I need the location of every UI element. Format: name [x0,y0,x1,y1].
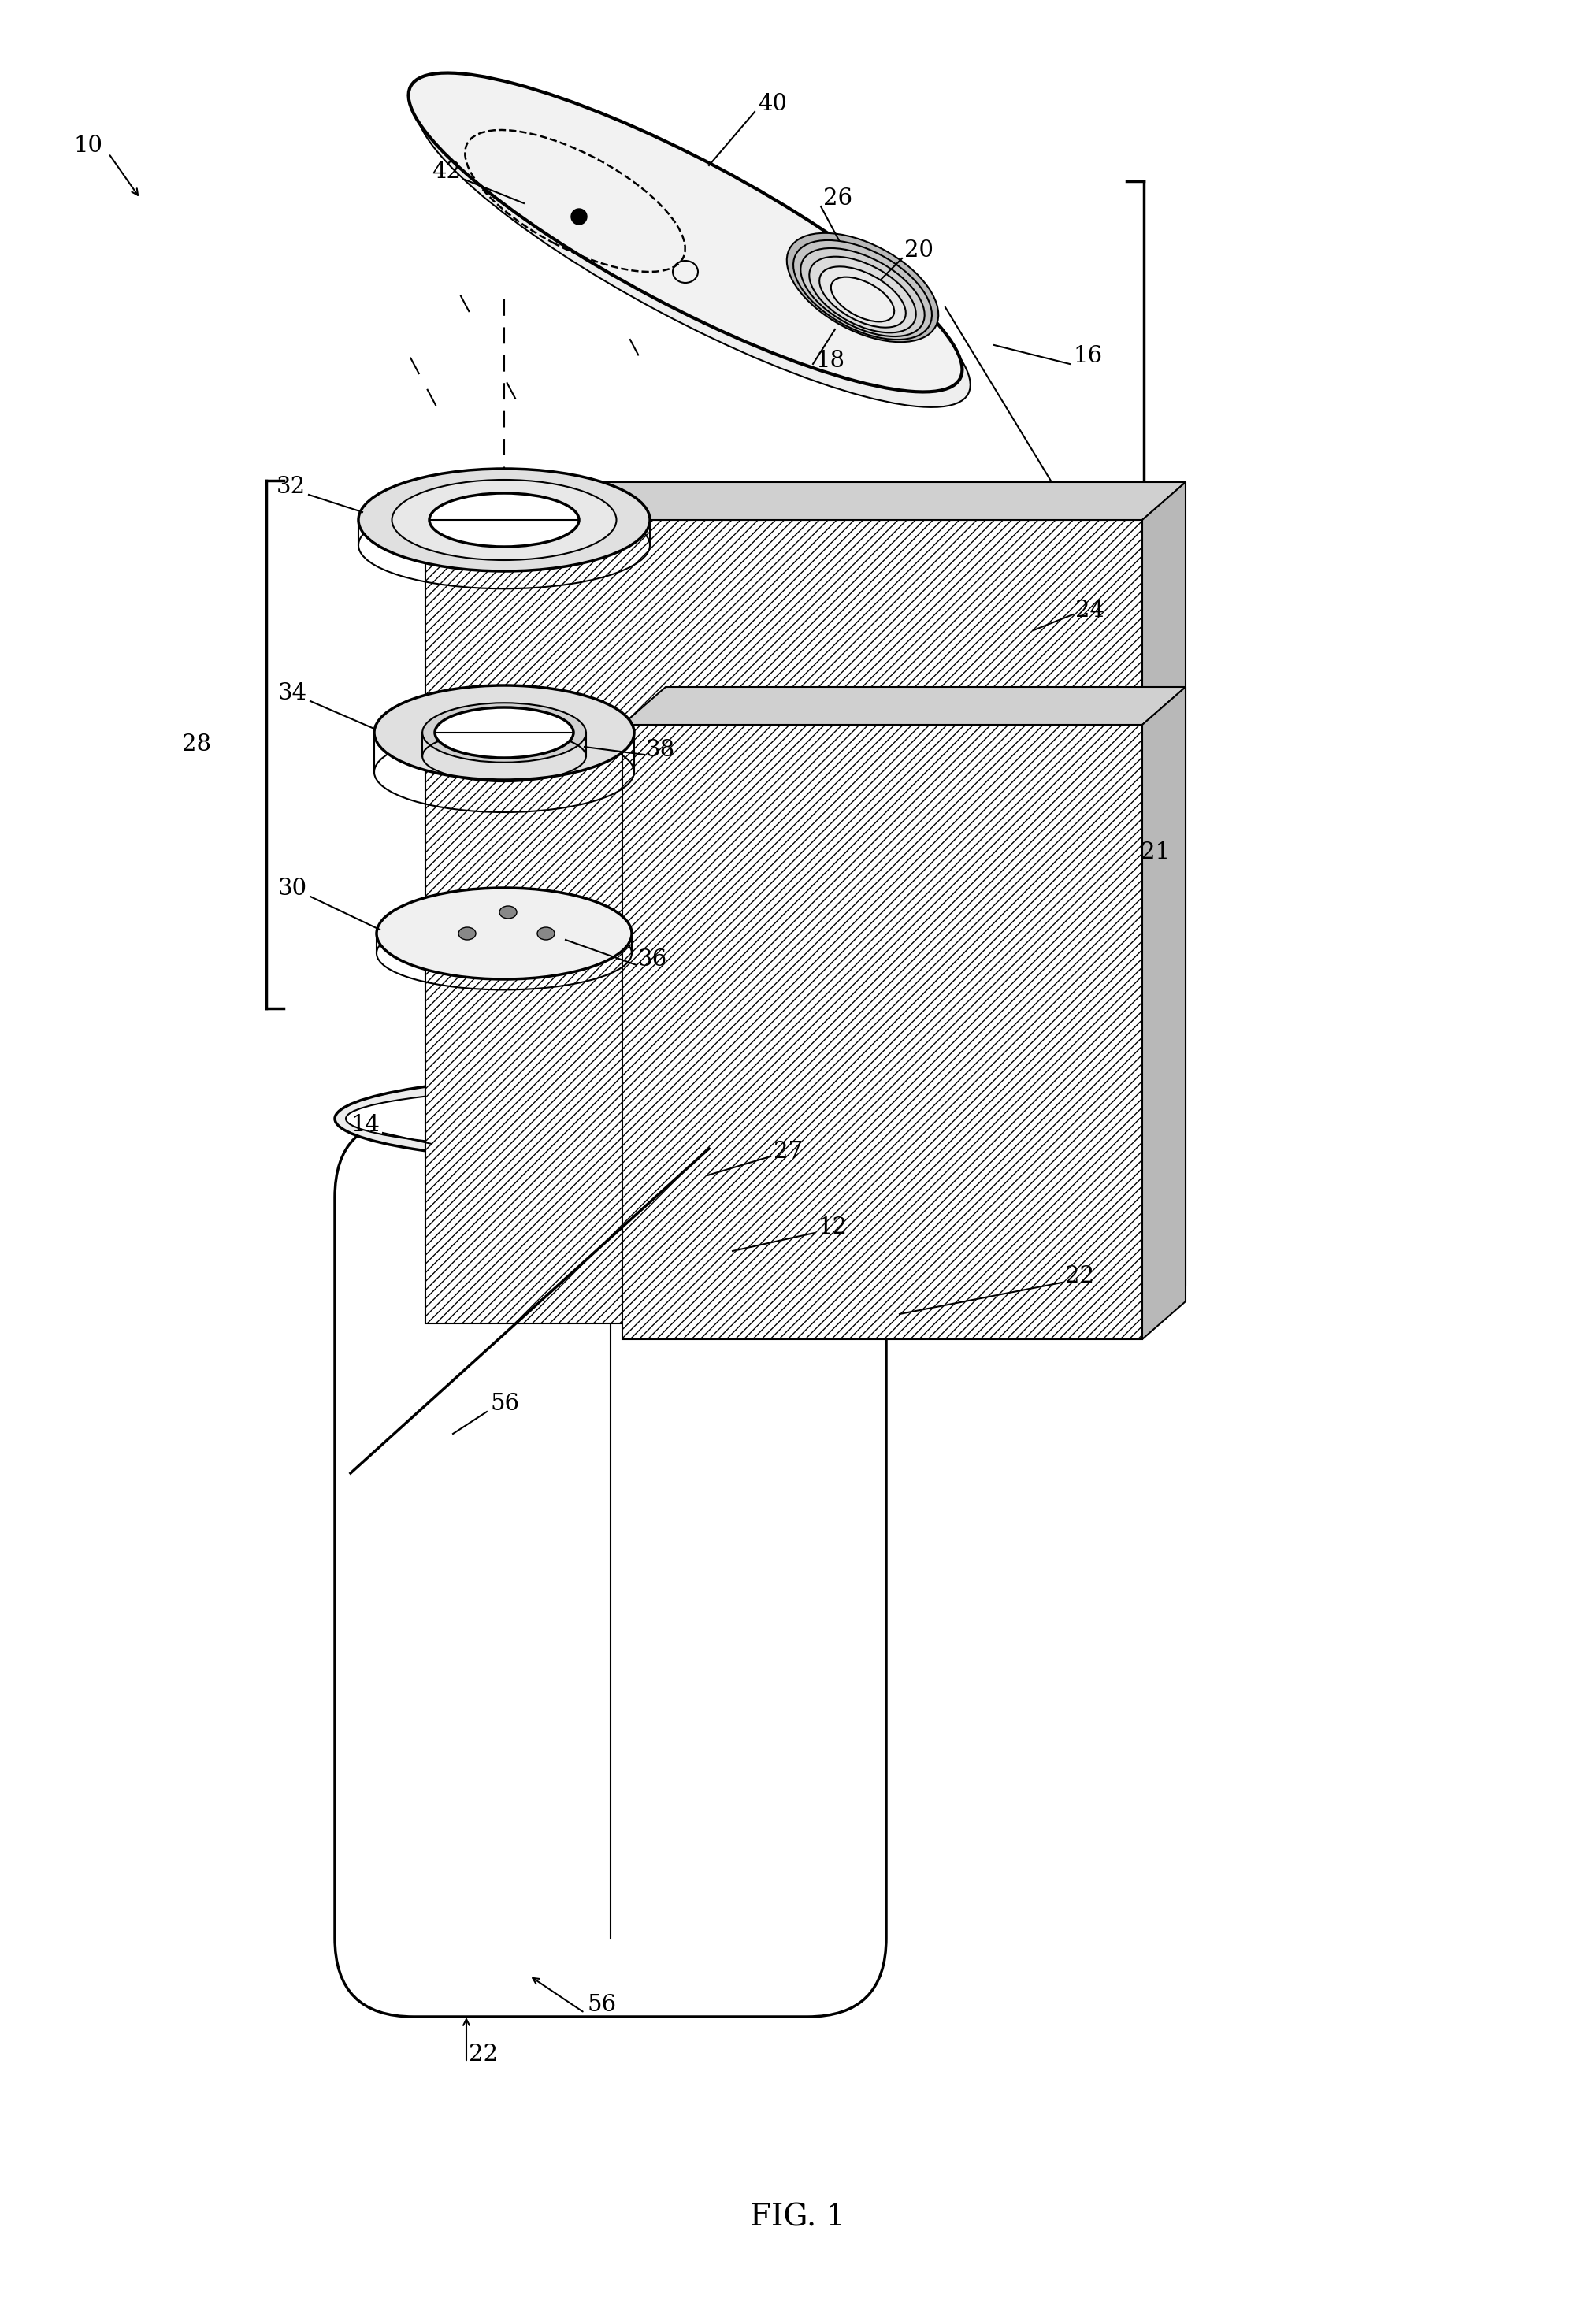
Text: 34: 34 [278,681,306,704]
Polygon shape [426,520,1143,1323]
Text: 12: 12 [817,1217,847,1238]
Text: 42: 42 [431,162,461,182]
Text: 18: 18 [816,349,844,372]
Text: FIG. 1: FIG. 1 [750,2203,846,2233]
Ellipse shape [793,240,932,339]
Ellipse shape [809,256,916,332]
Ellipse shape [409,74,962,393]
Text: 32: 32 [276,476,306,499]
Polygon shape [1143,688,1186,1339]
Ellipse shape [571,208,587,224]
Text: 56: 56 [490,1392,519,1415]
Ellipse shape [458,928,476,940]
Text: 27: 27 [774,1141,803,1164]
Text: 22: 22 [1065,1265,1095,1286]
Ellipse shape [434,707,573,757]
Ellipse shape [373,686,634,780]
Text: 22: 22 [469,2043,498,2067]
FancyBboxPatch shape [335,1118,886,2016]
Text: 20: 20 [905,240,934,261]
Ellipse shape [417,88,970,406]
Text: 28: 28 [182,734,211,755]
Polygon shape [622,688,1186,725]
Ellipse shape [423,702,586,762]
Ellipse shape [819,266,907,328]
Text: 10: 10 [73,134,102,157]
Text: 56: 56 [587,1995,616,2016]
Text: 30: 30 [278,877,306,901]
Ellipse shape [538,928,554,940]
Ellipse shape [500,905,517,919]
Ellipse shape [787,233,938,342]
Text: 36: 36 [638,949,667,970]
Text: 24: 24 [1076,600,1104,621]
Text: 26: 26 [824,187,852,210]
Ellipse shape [393,480,616,561]
Polygon shape [1143,483,1186,1323]
Text: 21: 21 [1141,840,1170,864]
Ellipse shape [335,1076,886,1161]
Ellipse shape [801,247,924,337]
Ellipse shape [377,889,632,979]
Text: 40: 40 [758,92,787,115]
Ellipse shape [832,277,894,321]
Text: 14: 14 [351,1113,380,1136]
Ellipse shape [429,494,579,547]
Polygon shape [426,483,1186,520]
Ellipse shape [346,1088,875,1150]
Polygon shape [622,725,1143,1339]
Text: 38: 38 [646,739,675,762]
Ellipse shape [359,469,650,570]
Text: 16: 16 [1073,344,1103,367]
